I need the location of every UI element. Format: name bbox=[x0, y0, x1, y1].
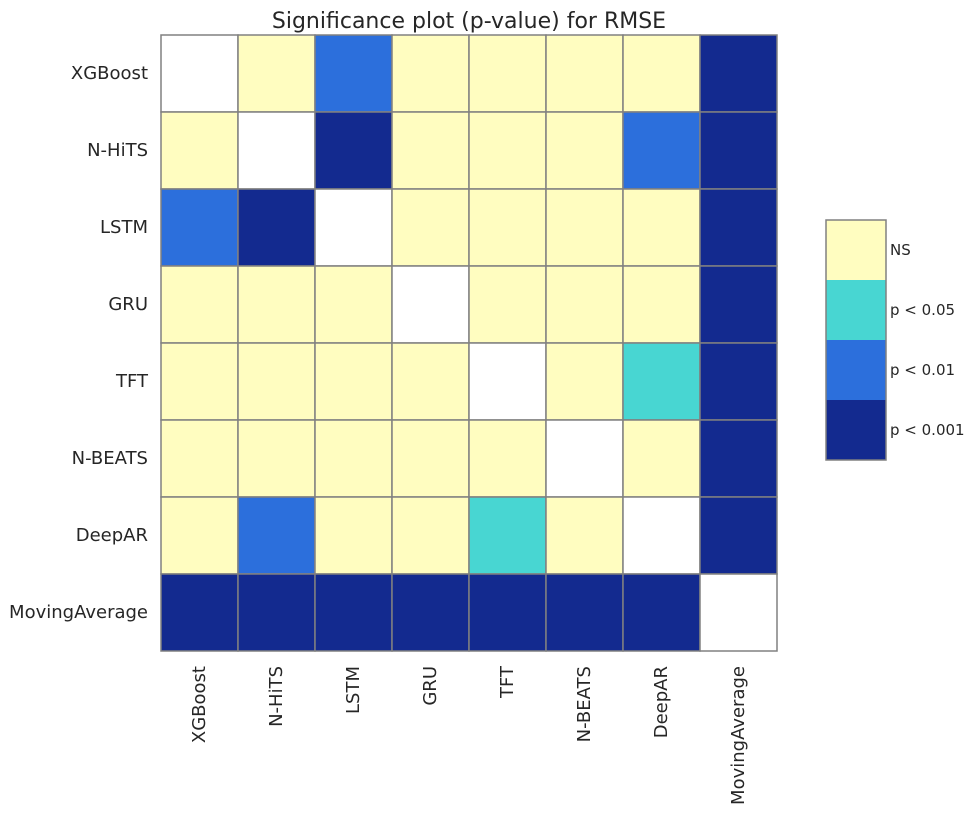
cell-gru-vs-n-hits bbox=[237, 265, 316, 344]
legend-label-ns: NS bbox=[890, 241, 911, 259]
cell-xgboost-vs-lstm bbox=[314, 34, 393, 113]
col-label-movingaverage: MovingAverage bbox=[728, 666, 749, 805]
col-label-tft: TFT bbox=[497, 665, 518, 699]
row-label-tft: TFT bbox=[115, 371, 149, 392]
cell-gru-vs-lstm bbox=[314, 265, 393, 344]
cell-lstm-vs-movingaverage bbox=[699, 188, 778, 267]
legend-label-p-0-05: p < 0.05 bbox=[890, 301, 955, 319]
legend-swatch-p-0-05 bbox=[826, 280, 886, 340]
cell-n-beats-vs-movingaverage bbox=[699, 419, 778, 498]
cell-lstm-vs-n-hits bbox=[237, 188, 316, 267]
cell-deepar-vs-tft bbox=[468, 496, 547, 575]
cell-gru-vs-gru bbox=[391, 265, 470, 344]
row-label-xgboost: XGBoost bbox=[71, 63, 148, 84]
col-label-gru: GRU bbox=[420, 666, 441, 706]
cell-tft-vs-tft bbox=[468, 342, 547, 421]
cell-n-beats-vs-tft bbox=[468, 419, 547, 498]
cell-gru-vs-xgboost bbox=[160, 265, 239, 344]
cell-tft-vs-n-hits bbox=[237, 342, 316, 421]
cell-deepar-vs-movingaverage bbox=[699, 496, 778, 575]
cell-n-beats-vs-n-hits bbox=[237, 419, 316, 498]
legend-frame bbox=[825, 219, 887, 461]
cell-xgboost-vs-movingaverage bbox=[699, 34, 778, 113]
cell-n-hits-vs-n-beats bbox=[545, 111, 624, 190]
cell-n-hits-vs-lstm bbox=[314, 111, 393, 190]
cell-n-beats-vs-lstm bbox=[314, 419, 393, 498]
cell-lstm-vs-gru bbox=[391, 188, 470, 267]
cell-movingaverage-vs-deepar bbox=[622, 573, 701, 652]
cell-n-beats-vs-deepar bbox=[622, 419, 701, 498]
cell-xgboost-vs-deepar bbox=[622, 34, 701, 113]
cell-xgboost-vs-tft bbox=[468, 34, 547, 113]
cell-deepar-vs-n-beats bbox=[545, 496, 624, 575]
cell-movingaverage-vs-movingaverage bbox=[699, 573, 778, 652]
cell-n-beats-vs-gru bbox=[391, 419, 470, 498]
cell-xgboost-vs-n-beats bbox=[545, 34, 624, 113]
col-label-n-beats: N-BEATS bbox=[574, 666, 595, 742]
col-label-deepar: DeepAR bbox=[651, 666, 672, 738]
cell-lstm-vs-n-beats bbox=[545, 188, 624, 267]
cell-n-beats-vs-n-beats bbox=[545, 419, 624, 498]
row-label-movingaverage: MovingAverage bbox=[9, 602, 148, 623]
chart-title: Significance plot (p-value) for RMSE bbox=[272, 9, 666, 34]
cell-n-hits-vs-tft bbox=[468, 111, 547, 190]
cell-xgboost-vs-xgboost bbox=[160, 34, 239, 113]
cell-deepar-vs-gru bbox=[391, 496, 470, 575]
legend-label-p-0-001: p < 0.001 bbox=[890, 421, 965, 439]
cell-xgboost-vs-gru bbox=[391, 34, 470, 113]
legend-swatch-ns bbox=[826, 220, 886, 280]
cell-n-hits-vs-gru bbox=[391, 111, 470, 190]
cell-lstm-vs-tft bbox=[468, 188, 547, 267]
cell-tft-vs-xgboost bbox=[160, 342, 239, 421]
cell-lstm-vs-deepar bbox=[622, 188, 701, 267]
cell-tft-vs-gru bbox=[391, 342, 470, 421]
row-label-gru: GRU bbox=[108, 294, 148, 315]
cell-n-hits-vs-n-hits bbox=[237, 111, 316, 190]
cell-movingaverage-vs-n-hits bbox=[237, 573, 316, 652]
cell-movingaverage-vs-xgboost bbox=[160, 573, 239, 652]
cell-n-beats-vs-xgboost bbox=[160, 419, 239, 498]
cell-tft-vs-movingaverage bbox=[699, 342, 778, 421]
legend-label-p-0-01: p < 0.01 bbox=[890, 361, 955, 379]
cell-n-hits-vs-movingaverage bbox=[699, 111, 778, 190]
cell-n-hits-vs-deepar bbox=[622, 111, 701, 190]
row-label-deepar: DeepAR bbox=[76, 525, 148, 546]
cell-movingaverage-vs-n-beats bbox=[545, 573, 624, 652]
col-label-lstm: LSTM bbox=[343, 666, 364, 714]
cell-n-hits-vs-xgboost bbox=[160, 111, 239, 190]
legend-swatch-p-0-01 bbox=[826, 340, 886, 400]
cell-movingaverage-vs-tft bbox=[468, 573, 547, 652]
column-labels: XGBoost N-HiTS LSTM GRU TFT N-BEATS DeepAR Movi… bbox=[189, 665, 749, 805]
cell-movingaverage-vs-lstm bbox=[314, 573, 393, 652]
cell-deepar-vs-n-hits bbox=[237, 496, 316, 575]
cell-lstm-vs-lstm bbox=[314, 188, 393, 267]
cell-lstm-vs-xgboost bbox=[160, 188, 239, 267]
cell-tft-vs-n-beats bbox=[545, 342, 624, 421]
cell-tft-vs-lstm bbox=[314, 342, 393, 421]
heatmap-cells bbox=[160, 34, 778, 652]
cell-gru-vs-movingaverage bbox=[699, 265, 778, 344]
row-labels: XGBoost N-HiTS LSTM GRU TFT N-BEATS DeepAR Movi… bbox=[9, 63, 149, 623]
row-label-n-hits: N-HiTS bbox=[87, 140, 148, 161]
row-label-n-beats: N-BEATS bbox=[72, 448, 148, 469]
legend-swatch-p-0-001 bbox=[826, 400, 886, 460]
cell-deepar-vs-xgboost bbox=[160, 496, 239, 575]
col-label-n-hits: N-HiTS bbox=[266, 666, 287, 727]
cell-xgboost-vs-n-hits bbox=[237, 34, 316, 113]
cell-gru-vs-n-beats bbox=[545, 265, 624, 344]
cell-movingaverage-vs-gru bbox=[391, 573, 470, 652]
cell-gru-vs-tft bbox=[468, 265, 547, 344]
col-label-xgboost: XGBoost bbox=[189, 666, 210, 743]
legend: NS p < 0.05 p < 0.01 p < 0.001 bbox=[825, 219, 965, 461]
cell-tft-vs-deepar bbox=[622, 342, 701, 421]
row-label-lstm: LSTM bbox=[100, 217, 148, 238]
cell-deepar-vs-deepar bbox=[622, 496, 701, 575]
cell-gru-vs-deepar bbox=[622, 265, 701, 344]
cell-deepar-vs-lstm bbox=[314, 496, 393, 575]
